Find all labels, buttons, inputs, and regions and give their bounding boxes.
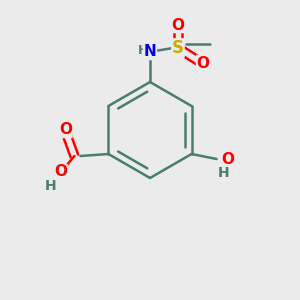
Text: O: O: [54, 164, 67, 179]
Text: H: H: [218, 166, 230, 180]
Text: O: O: [59, 122, 72, 137]
Text: N: N: [144, 44, 156, 59]
Text: S: S: [172, 39, 184, 57]
Text: H: H: [138, 44, 148, 58]
Text: O: O: [222, 152, 235, 166]
Text: H: H: [45, 179, 56, 193]
Text: O: O: [172, 17, 184, 32]
Text: O: O: [196, 56, 209, 70]
